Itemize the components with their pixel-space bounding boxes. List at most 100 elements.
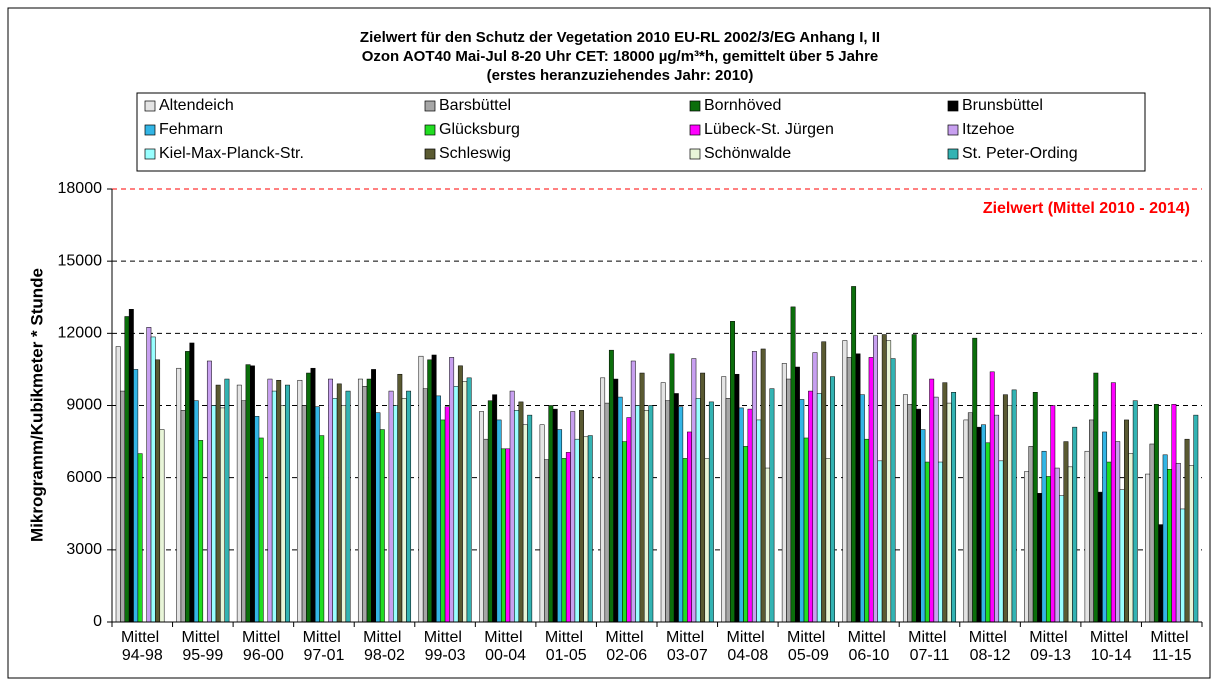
bar [700,372,706,623]
bar [855,353,861,623]
bar [1028,446,1034,623]
legend-swatch [689,100,701,112]
bar [648,405,654,623]
x-tick-label-line: 97-01 [303,647,344,664]
bar [1089,419,1094,623]
bar [622,441,627,623]
bar [124,316,130,623]
bar [514,410,519,623]
x-tick-label: Mittel 09-13 [1029,629,1072,664]
legend-swatch [144,124,156,136]
bar [1050,405,1056,623]
bar [1084,450,1090,623]
x-tick-label: Mittel 04-08 [726,629,769,664]
bar [890,358,896,623]
bar [1106,461,1112,623]
bar [967,412,973,623]
bar [1102,431,1108,623]
bar [1054,467,1060,623]
bar [673,393,679,623]
bar [427,359,433,623]
bar [639,372,645,623]
bar [1110,382,1116,623]
x-tick-label-line: Mittel [1150,629,1193,646]
x-tick-label-line: 11-15 [1152,647,1192,664]
bar [1167,468,1172,623]
bar [406,390,412,623]
bar [155,359,161,623]
bar [137,453,143,623]
x-tick-label-line: Mittel [969,629,1012,646]
bar [600,377,606,623]
bar [557,429,563,623]
bar [379,429,385,623]
bar [902,394,908,623]
legend-label: Altendeich [159,97,234,114]
bar [250,365,255,623]
x-tick-label-line: Mittel [242,629,285,646]
y-tick-label: 0 [93,613,102,630]
legend-label: Barsbüttel [439,97,511,114]
y-axis-label: Mikrogramm/Kubikmeter * Stunde [27,268,46,542]
bar [687,431,692,623]
legend-label: St. Peter-Ording [962,145,1078,162]
x-tick-label: Mittel 11-15 [1150,629,1193,664]
bar [185,351,190,623]
bar [1024,471,1029,623]
bar [539,424,545,623]
y-tick-label: 12000 [58,325,103,342]
x-tick-label: Mittel 95-99 [181,629,224,664]
bar [1145,473,1151,623]
bar [479,411,484,623]
x-tick-label-line: 96-00 [243,647,284,664]
bar [1184,438,1190,623]
bar [790,306,796,623]
bar [401,398,407,623]
bar [998,460,1004,623]
bar [846,357,852,623]
bar [604,402,610,623]
x-tick-label-line: 04-08 [727,647,768,664]
bar [440,419,446,623]
bar [565,452,571,623]
x-tick-label-line: Mittel [363,629,406,646]
bar [453,386,459,623]
bar [236,384,242,623]
x-tick-label-line: Mittel [666,629,709,646]
x-tick-label-line: 95-99 [182,647,223,664]
bar [285,384,290,623]
bar [271,390,277,623]
bar [1158,524,1164,623]
bar [734,373,740,623]
y-tick-label: 9000 [66,397,102,414]
x-tick-label: Mittel 10-14 [1090,629,1133,664]
x-tick-label-line: 02-06 [606,647,647,664]
bar [821,341,827,623]
legend-swatch [144,148,156,160]
bar [224,378,230,623]
bar [765,467,770,623]
bar [146,327,152,623]
bar [388,390,394,623]
x-tick-label-line: 08-12 [970,647,1011,664]
legend-swatch [424,148,436,160]
chart-title: Ozon AOT40 Mai-Jul 8-20 Uhr CET: 18000 µ… [362,48,879,65]
x-tick-label-line: Mittel [545,629,588,646]
bar [617,396,623,623]
bar [1149,443,1155,623]
bar [1037,493,1043,623]
bar [522,424,528,623]
x-tick-label-line: Mittel [303,629,346,646]
bar [830,376,835,623]
bar [725,398,731,623]
x-tick-label: Mittel 99-03 [424,629,467,664]
bar [994,414,1000,623]
x-tick-label-line: 05-09 [788,647,829,664]
chart-title: Zielwert für den Schutz der Vegetation 2… [360,29,880,46]
bar [314,406,320,623]
bar [929,378,935,623]
bar [743,446,749,623]
bar [1097,491,1103,623]
bar [825,458,831,623]
